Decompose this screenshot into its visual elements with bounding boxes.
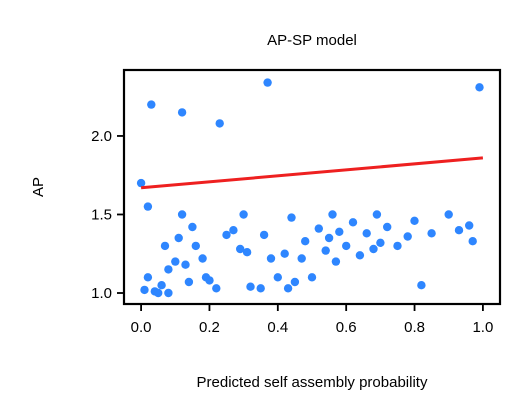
data-point	[273, 273, 282, 282]
data-point	[355, 251, 365, 260]
data-point	[154, 288, 163, 298]
data-point	[383, 222, 392, 232]
scatter-points	[136, 78, 484, 298]
data-point	[475, 83, 484, 92]
data-point	[342, 241, 351, 251]
data-point	[140, 285, 149, 295]
data-point	[198, 254, 207, 263]
x-tick-label: 1.0	[472, 319, 493, 336]
data-point	[324, 233, 334, 243]
data-point	[242, 248, 252, 257]
y-tick-label: 1.0	[91, 285, 112, 302]
data-point	[362, 229, 371, 238]
data-point	[468, 237, 477, 246]
data-point	[297, 254, 306, 263]
data-point	[372, 210, 382, 219]
data-point	[266, 254, 276, 263]
data-point	[184, 277, 194, 287]
data-point	[331, 257, 341, 266]
y-axis-ticks: 1.0 1.5 2.0	[91, 128, 124, 302]
data-point	[263, 78, 272, 87]
data-point	[222, 230, 231, 240]
data-point	[417, 281, 426, 290]
data-point	[376, 238, 385, 247]
data-point	[212, 284, 221, 293]
data-point	[160, 241, 170, 251]
data-point	[147, 100, 156, 109]
data-point	[403, 232, 412, 241]
data-point	[174, 233, 183, 243]
data-point	[393, 241, 402, 251]
data-point	[369, 244, 378, 254]
data-point	[465, 221, 474, 230]
data-point	[191, 241, 200, 251]
data-point	[136, 178, 146, 188]
x-axis-ticks: 0.0 0.2 0.4 0.6 0.8 1.0	[131, 304, 493, 336]
data-point	[314, 224, 323, 233]
data-point	[215, 119, 224, 128]
data-point	[348, 218, 358, 227]
data-point	[229, 226, 238, 235]
fit-line-group	[140, 156, 484, 190]
x-tick-label: 0.6	[336, 319, 357, 336]
y-tick-label: 1.5	[91, 206, 112, 223]
chart-title: AP-SP model	[267, 32, 357, 49]
data-point	[143, 202, 153, 211]
data-point	[181, 260, 190, 269]
x-axis-label: Predicted self assembly probability	[197, 374, 428, 391]
data-point	[328, 210, 337, 219]
data-point	[177, 210, 187, 219]
plot-frame	[122, 68, 502, 306]
data-point	[287, 213, 296, 222]
data-point	[410, 216, 419, 225]
data-point	[164, 288, 173, 298]
data-point	[307, 273, 317, 282]
data-point	[188, 222, 197, 232]
data-point	[157, 281, 166, 290]
data-point	[335, 227, 344, 236]
data-point	[259, 230, 269, 240]
y-axis-label: AP	[30, 177, 47, 197]
data-point	[290, 277, 300, 287]
data-point	[205, 276, 214, 285]
data-point	[444, 210, 453, 219]
data-point	[246, 282, 255, 291]
data-point	[256, 284, 265, 293]
y-tick-label: 2.0	[91, 128, 112, 145]
data-point	[236, 244, 245, 254]
data-point	[321, 246, 330, 255]
data-point	[301, 237, 310, 246]
x-tick-label: 0.8	[404, 319, 425, 336]
data-point	[164, 265, 173, 274]
data-point	[143, 273, 153, 282]
x-tick-label: 0.0	[131, 319, 152, 336]
data-point	[171, 257, 180, 266]
data-point	[427, 229, 436, 238]
data-point	[177, 108, 187, 117]
x-tick-label: 0.2	[199, 319, 220, 336]
data-point	[454, 226, 464, 235]
regression-line	[140, 156, 484, 190]
x-tick-label: 0.4	[267, 319, 288, 336]
data-point	[280, 249, 289, 258]
data-point	[283, 284, 293, 293]
data-point	[239, 210, 248, 219]
